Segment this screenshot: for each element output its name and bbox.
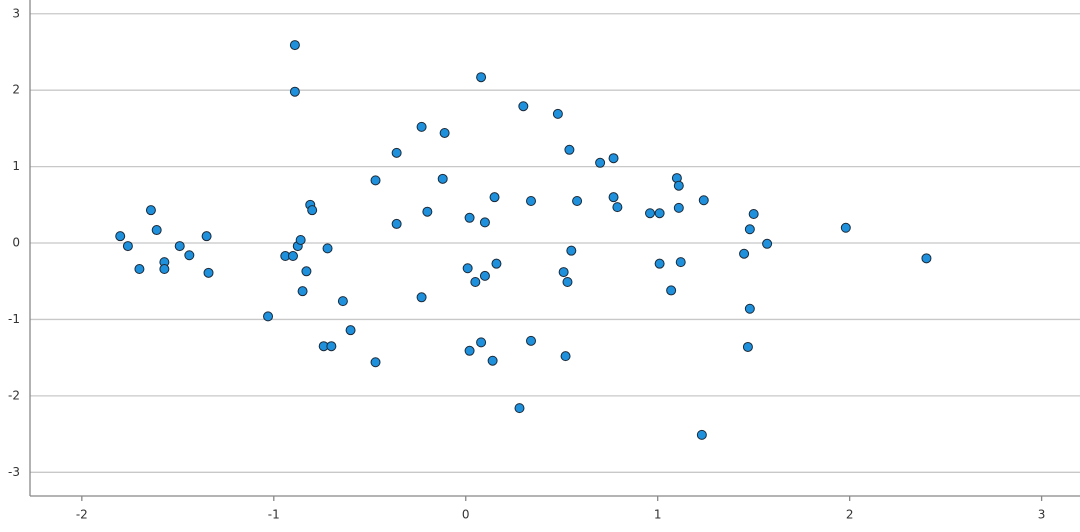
point [464,212,475,223]
point [151,225,162,236]
point [762,238,773,249]
point [203,267,214,278]
point [566,245,577,256]
point [391,147,402,158]
y-tick-label: -2 [8,388,20,402]
point [560,351,571,362]
point [437,173,448,184]
x-tick-label: -1 [268,508,280,522]
point [479,270,490,281]
point [416,292,427,303]
point [696,429,707,440]
point [134,264,145,275]
y-tick-label: 2 [12,83,20,97]
point [673,202,684,213]
point [470,277,481,288]
point [479,217,490,228]
point [322,243,333,254]
point [612,202,623,213]
point [654,258,665,269]
point [518,101,529,112]
point [595,157,606,168]
x-tick-label: 3 [1038,508,1046,522]
point [115,231,126,242]
point [748,208,759,219]
point [416,121,427,132]
x-tick-label: -2 [76,508,88,522]
point [295,234,306,245]
point [462,263,473,274]
point [289,40,300,51]
point [921,253,932,264]
y-tick-label: -3 [8,465,20,479]
point [159,264,170,275]
point [572,195,583,206]
point [174,241,185,252]
point [307,205,318,216]
point [562,277,573,288]
point [666,285,677,296]
point [698,195,709,206]
point [673,180,684,191]
point [558,267,569,278]
point [476,72,487,83]
point [184,250,195,261]
point [345,325,356,336]
x-tick-label: 1 [654,508,662,522]
point [301,266,312,277]
point [370,175,381,186]
point [263,311,274,322]
point [287,251,298,262]
point [654,208,665,219]
point [489,192,500,203]
y-tick-label: 3 [12,6,20,20]
point [526,195,537,206]
point [464,345,475,356]
x-tick-label: 0 [462,508,470,522]
point [422,206,433,217]
point [739,248,750,259]
point [337,296,348,307]
point [297,286,308,297]
point [391,218,402,229]
point [840,222,851,233]
point [526,335,537,346]
point [122,241,133,252]
point [201,231,212,242]
point [552,108,563,119]
point [608,153,619,164]
point [514,403,525,414]
point [289,86,300,97]
y-tick-label: -1 [8,312,20,326]
point [608,192,619,203]
point [675,257,686,268]
point [370,357,381,368]
point [145,205,156,216]
point [487,355,498,366]
point [476,337,487,348]
point [645,208,656,219]
point [491,258,502,269]
point [744,224,755,235]
point [742,341,753,352]
y-tick-label: 1 [12,159,20,173]
point [439,127,450,138]
y-tick-label: 0 [12,236,20,250]
point [326,341,337,352]
point [744,303,755,314]
x-tick-label: 2 [846,508,854,522]
point [564,144,575,155]
